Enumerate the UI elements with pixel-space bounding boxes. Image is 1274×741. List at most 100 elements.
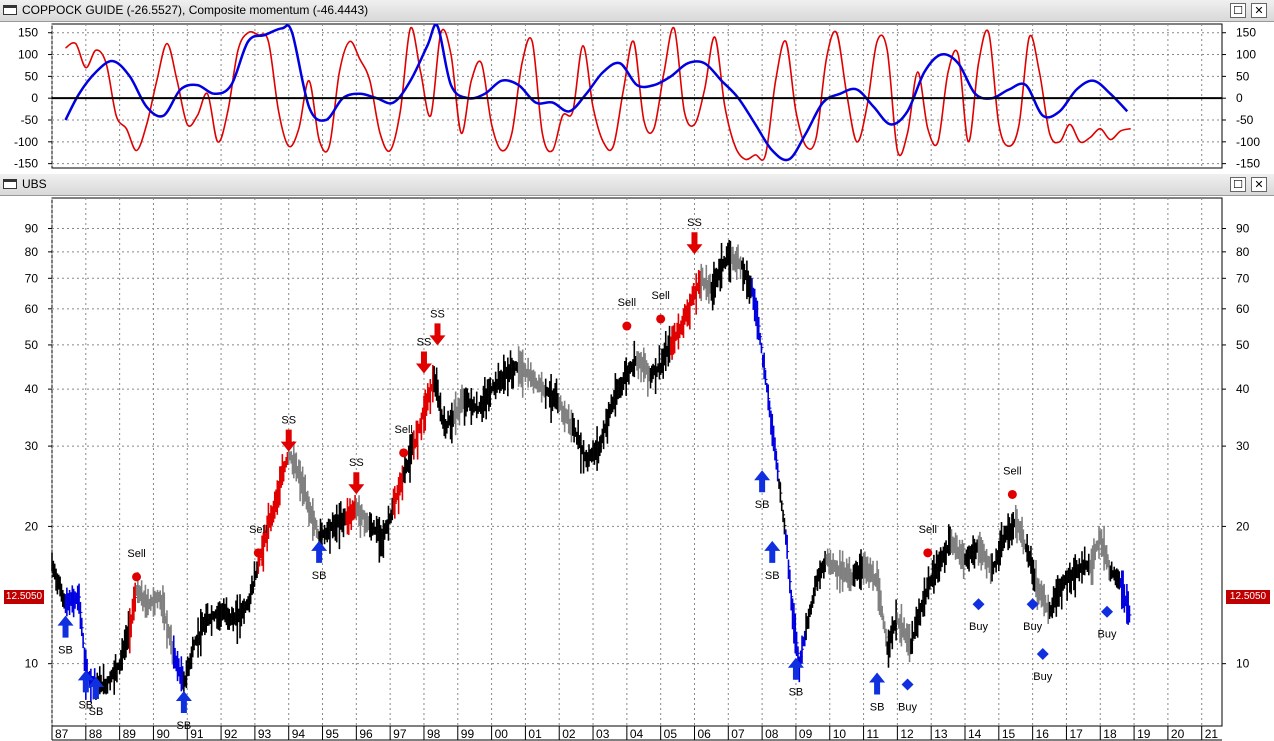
signal-label: SB (765, 570, 780, 582)
y-tick-label: 10 (1236, 657, 1250, 671)
y-tick-label: -50 (1236, 113, 1254, 127)
y-tick-label: -100 (1236, 135, 1260, 149)
signal-down-arrow (415, 351, 432, 374)
restore-button[interactable]: ☐ (1230, 177, 1246, 192)
x-tick-label: 88 (89, 727, 103, 741)
signal-label: Buy (1023, 621, 1042, 633)
y-tick-label: 40 (1236, 382, 1250, 396)
x-tick-label: 12 (900, 727, 914, 741)
y-tick-label: 10 (25, 657, 39, 671)
x-tick-label: 06 (697, 727, 711, 741)
signal-diamond (972, 598, 985, 611)
oscillator-axes: 150 150 100 100 50 50 0 0 -50 -50 -100 -100 -150 -150 (14, 26, 1260, 171)
signal-diamond (1101, 605, 1114, 618)
close-button[interactable]: ✕ (1251, 3, 1267, 18)
x-tick-label: 18 (1103, 727, 1117, 741)
y-tick-label: 50 (25, 338, 39, 352)
signal-label: Buy (1033, 671, 1052, 683)
price-frame (51, 197, 1223, 727)
x-tick-label: 14 (968, 727, 982, 741)
signal-up-arrow (754, 470, 771, 493)
signal-label: Sell (1003, 465, 1021, 477)
y-tick-label: 150 (18, 26, 38, 40)
signal-label: SB (78, 699, 93, 711)
signal-label: Sell (618, 297, 636, 309)
signal-up-arrow (869, 672, 886, 695)
y-tick-label: 20 (25, 519, 39, 533)
y-tick-label: 100 (1236, 48, 1256, 62)
x-tick-label: 98 (427, 727, 441, 741)
signal-up-arrow (87, 676, 104, 699)
signal-label: SS (430, 308, 445, 320)
x-tick-label: 16 (1036, 727, 1050, 741)
window-icon (3, 179, 17, 189)
signal-label: Sell (249, 524, 267, 536)
x-tick-label: 90 (156, 727, 170, 741)
y-tick-label: 90 (25, 222, 39, 236)
y-tick-label: 50 (1236, 69, 1250, 83)
x-tick-label: 97 (393, 727, 407, 741)
y-tick-label: 40 (25, 382, 39, 396)
signal-up-arrow (764, 540, 781, 563)
signal-down-arrow (280, 429, 297, 452)
signal-up-arrow (787, 657, 804, 680)
y-tick-label: 0 (31, 91, 38, 105)
x-tick-label: 05 (664, 727, 678, 741)
x-tick-label: 02 (562, 727, 576, 741)
x-tick-label: 07 (731, 727, 745, 741)
x-tick-label: 10 (833, 727, 847, 741)
signal-dot (1007, 489, 1017, 499)
signal-label: SS (349, 457, 364, 469)
signal-annotations: SBSBSBSellSBSellSSSBSSSellSSSSSellSellSS… (57, 217, 1117, 732)
signal-down-arrow (348, 472, 365, 495)
signal-label: Buy (898, 702, 917, 714)
signal-down-arrow (429, 323, 446, 346)
x-tick-label: 03 (596, 727, 610, 741)
signal-label: Sell (395, 424, 413, 436)
signal-dot (253, 548, 263, 558)
signal-label: SB (177, 720, 192, 732)
signal-label: SB (89, 706, 104, 718)
y-tick-label: 60 (1236, 302, 1250, 316)
signal-label: Sell (919, 524, 937, 536)
x-tick-label: 95 (326, 727, 340, 741)
signal-up-arrow (175, 690, 192, 713)
x-tick-label: 87 (55, 727, 69, 741)
close-button[interactable]: ✕ (1251, 177, 1267, 192)
x-tick-label: 15 (1002, 727, 1016, 741)
price-tag-right: 12.5050 (1226, 590, 1270, 604)
x-tick-label: 89 (123, 727, 137, 741)
y-tick-label: -150 (14, 157, 38, 171)
blue-series-line (64, 23, 1129, 162)
y-tick-label: 30 (25, 439, 39, 453)
y-tick-label: 50 (25, 69, 39, 83)
window2-titlebar: UBS ☐ ✕ (0, 174, 1274, 196)
y-tick-label: -150 (1236, 157, 1260, 171)
signal-dot (132, 572, 142, 582)
signal-label: SS (281, 415, 296, 427)
signal-dot (923, 548, 933, 558)
x-tick-label: 11 (867, 727, 880, 741)
oscillator-frame (51, 23, 1223, 169)
signal-dot (622, 321, 632, 331)
signal-diamond (901, 678, 914, 691)
x-tick-label: 20 (1171, 727, 1185, 741)
y-tick-label: 70 (25, 271, 39, 285)
signal-up-arrow (77, 670, 94, 693)
restore-button[interactable]: ☐ (1230, 3, 1246, 18)
y-tick-label: 0 (1236, 91, 1243, 105)
signal-down-arrow (686, 232, 703, 255)
y-tick-label: 20 (1236, 519, 1250, 533)
oscillator-grid (51, 23, 1223, 169)
y-tick-label: -100 (14, 135, 38, 149)
y-tick-label: 70 (1236, 271, 1250, 285)
y-tick-label: 150 (1236, 26, 1256, 40)
x-tick-label: 21 (1205, 727, 1219, 741)
signal-label: Sell (651, 290, 669, 302)
signal-diamond (1036, 648, 1049, 661)
x-tick-label: 08 (765, 727, 779, 741)
signal-diamond (1026, 598, 1039, 611)
y-tick-label: 60 (25, 302, 39, 316)
signal-label: Sell (127, 548, 145, 560)
x-tick-label: 92 (224, 727, 238, 741)
